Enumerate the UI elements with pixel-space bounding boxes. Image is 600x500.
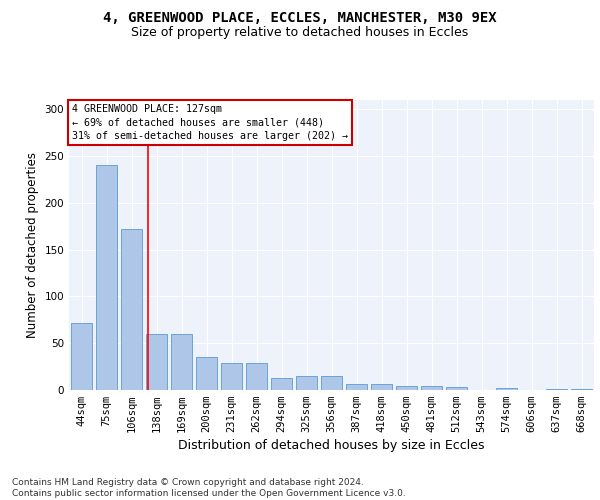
Bar	[496, 388, 517, 390]
Bar	[446, 387, 467, 390]
Bar	[396, 386, 417, 390]
Text: 4 GREENWOOD PLACE: 127sqm
← 69% of detached houses are smaller (448)
31% of semi: 4 GREENWOOD PLACE: 127sqm ← 69% of detac…	[71, 104, 347, 141]
Bar	[321, 376, 342, 390]
Bar	[96, 166, 117, 390]
Bar	[71, 322, 92, 390]
Bar	[196, 358, 217, 390]
Bar	[546, 389, 567, 390]
Bar	[271, 378, 292, 390]
Bar	[421, 386, 442, 390]
Bar	[246, 363, 267, 390]
Text: Size of property relative to detached houses in Eccles: Size of property relative to detached ho…	[131, 26, 469, 39]
Text: 4, GREENWOOD PLACE, ECCLES, MANCHESTER, M30 9EX: 4, GREENWOOD PLACE, ECCLES, MANCHESTER, …	[103, 10, 497, 24]
Bar	[371, 384, 392, 390]
Y-axis label: Number of detached properties: Number of detached properties	[26, 152, 39, 338]
Bar	[121, 229, 142, 390]
Bar	[171, 334, 192, 390]
Bar	[571, 389, 592, 390]
Bar	[346, 384, 367, 390]
Text: Contains HM Land Registry data © Crown copyright and database right 2024.
Contai: Contains HM Land Registry data © Crown c…	[12, 478, 406, 498]
Bar	[296, 376, 317, 390]
Bar	[146, 334, 167, 390]
Bar	[221, 363, 242, 390]
X-axis label: Distribution of detached houses by size in Eccles: Distribution of detached houses by size …	[178, 440, 485, 452]
